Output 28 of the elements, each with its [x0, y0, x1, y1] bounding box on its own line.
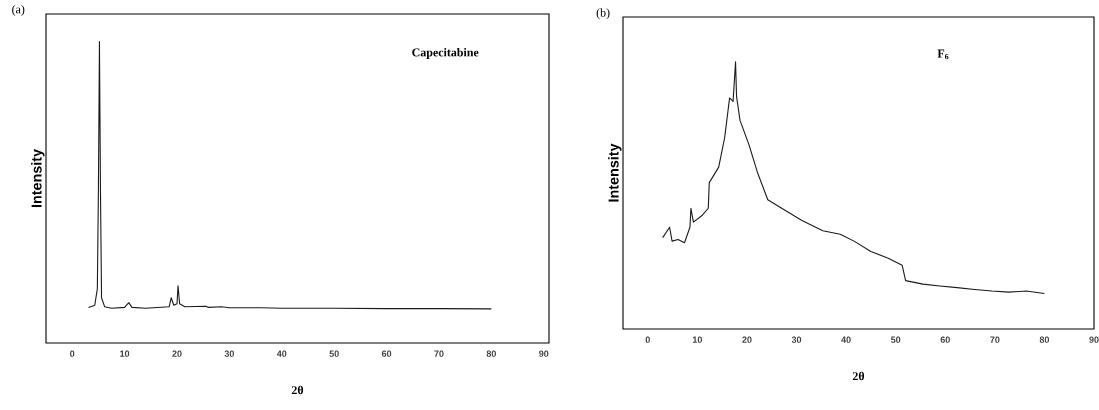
x-tick-label: 40 [841, 336, 851, 343]
x-tick-label: 90 [1089, 336, 1099, 343]
x-tick-label: 60 [940, 336, 950, 343]
x-tick-label: 90 [539, 350, 549, 357]
x-tick-label: 10 [120, 350, 130, 357]
x-tick-label: 30 [791, 336, 802, 343]
x-tick-label: 0 [70, 350, 75, 357]
x-tick-label: 40 [276, 350, 287, 357]
x-tick-label: 20 [742, 336, 752, 343]
x-tick-label: 70 [434, 350, 444, 357]
x-tick-label: 80 [486, 350, 496, 357]
x-axis-title: 2θ [291, 385, 304, 395]
x-axis-title: 2θ [852, 371, 865, 381]
chart-title: (b) [596, 8, 610, 20]
x-tick-label: 60 [381, 350, 392, 357]
x-tick-label: 20 [172, 350, 182, 357]
x-tick-label: 30 [224, 350, 235, 357]
annotation: Capecitabine [412, 48, 479, 59]
x-tick-label: 0 [645, 336, 650, 343]
x-tick-label: 50 [890, 336, 901, 343]
x-tick-label: 50 [329, 350, 339, 357]
y-axis-title: Intensity [608, 143, 622, 202]
y-axis-title: Intensity [31, 149, 45, 208]
x-tick-label: 10 [692, 336, 702, 343]
x-tick-label: 80 [1039, 336, 1050, 343]
chart-title: (a) [12, 4, 25, 16]
text: F$_{6}$ [937, 49, 949, 60]
x-tick-label: 70 [990, 336, 1000, 343]
